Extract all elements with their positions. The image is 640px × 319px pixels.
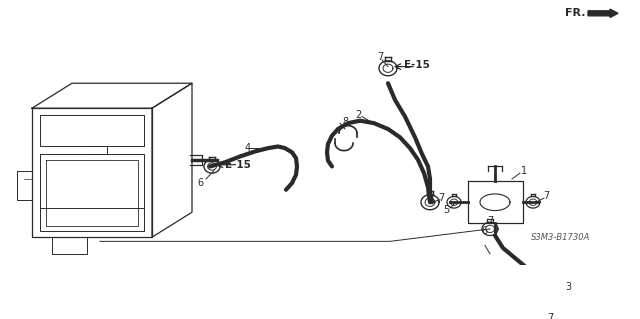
Text: 1: 1	[521, 167, 527, 176]
Text: 7: 7	[487, 216, 493, 226]
Text: 6: 6	[197, 178, 203, 188]
Text: 3: 3	[565, 282, 571, 292]
Text: 4: 4	[245, 143, 251, 153]
Text: E-15: E-15	[225, 160, 251, 170]
Text: 5: 5	[443, 205, 449, 215]
Text: 6: 6	[481, 226, 487, 235]
Text: 8: 8	[342, 117, 348, 127]
Text: 7: 7	[543, 190, 549, 201]
FancyArrow shape	[588, 9, 618, 18]
Text: 7: 7	[377, 52, 383, 63]
Text: 2: 2	[355, 110, 361, 120]
Text: 7: 7	[438, 193, 444, 203]
Text: E-15: E-15	[404, 60, 430, 70]
Text: 7: 7	[547, 313, 553, 319]
Text: FR.: FR.	[564, 8, 585, 18]
Text: S3M3-B1730A: S3M3-B1730A	[531, 233, 590, 242]
